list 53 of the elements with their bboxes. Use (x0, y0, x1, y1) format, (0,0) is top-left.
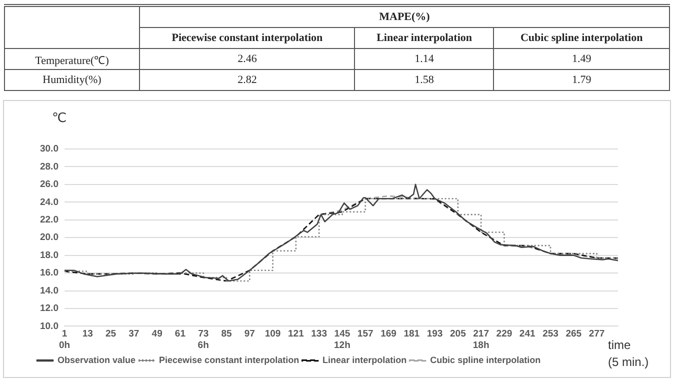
legend-label: Linear interpolation (322, 354, 407, 365)
y-tick-label: 30.0 (40, 144, 58, 155)
x-tick-label: 25 (105, 328, 117, 340)
x-tick-label: 61 (174, 328, 186, 340)
y-tick-label: 28.0 (40, 161, 58, 172)
x-tick-label: 49 (152, 328, 162, 340)
x-tick-label: Piecewise constant interpolation (140, 28, 355, 48)
x-tick-label: 13 (82, 328, 93, 340)
x-tick-label: 121 (288, 328, 305, 340)
y-tick-label: 26.0 (40, 179, 58, 190)
y-tick-label: 20.0 (40, 232, 58, 244)
data-label: 1.58 (354, 70, 494, 90)
x-tick-label: 37 (128, 328, 140, 340)
x-tick-label: Linear interpolation (354, 28, 494, 48)
legend-label: Observation value (58, 354, 136, 365)
x-tick-label: 253 (542, 328, 558, 340)
x-axis-title: time (5 min.) (608, 337, 650, 371)
x-tick-label: 73 6h (198, 328, 210, 351)
y-axis-title: ℃ (52, 111, 67, 126)
y-tick-label: 22.0 (40, 214, 58, 226)
x-tick-label: 157 (357, 328, 374, 340)
y-tick-label: 14.0 (40, 285, 58, 296)
x-tick-label: 1 0h (58, 328, 70, 351)
x-tick-label: 265 (566, 328, 582, 340)
chart-title: MAPE(%) (140, 6, 670, 28)
x-tick-label: 145 12h (334, 328, 351, 351)
y-tick-label: Humidity(%) (4, 70, 140, 90)
y-tick-label: 12.0 (40, 303, 58, 314)
y-tick-label: 24.0 (40, 196, 58, 208)
x-tick-label: 109 (264, 328, 281, 340)
x-tick-label: 169 (380, 328, 396, 340)
data-label: 2.46 (140, 48, 355, 70)
y-tick-label: Temperature(℃) (4, 48, 140, 70)
x-tick-label: 133 (311, 328, 327, 340)
x-tick-label: Cubic spline interpolation (494, 28, 670, 48)
y-tick-label: 10.0 (40, 320, 58, 332)
y-tick-label: 16.0 (40, 268, 58, 279)
x-tick-label: 97 (244, 328, 255, 340)
x-tick-label: 217 18h (472, 328, 490, 351)
x-tick-label: 205 (450, 328, 467, 340)
x-tick-label: 277 (588, 328, 605, 340)
x-tick-label: 241 (519, 328, 536, 340)
data-label: 1.49 (494, 48, 670, 70)
data-label: 1.79 (494, 70, 670, 90)
legend-label: Cubic spline interpolation (430, 354, 541, 365)
x-tick-label: 193 (426, 328, 443, 340)
y-tick-label: 18.0 (40, 250, 58, 261)
x-tick-label: 85 (221, 328, 232, 340)
data-label: 2.82 (140, 70, 355, 90)
x-tick-label: 229 (496, 328, 512, 340)
x-tick-label: 181 (404, 328, 420, 340)
legend-label: Piecewise constant interpolation (159, 354, 300, 365)
data-label: 1.14 (354, 48, 494, 70)
